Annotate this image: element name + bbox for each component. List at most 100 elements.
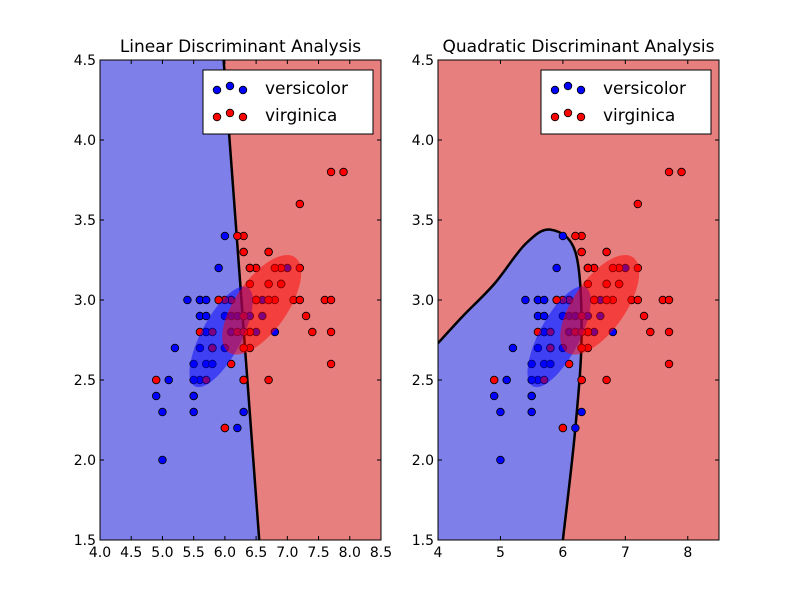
point-versicolor (539, 311, 549, 321)
x-tick-label: 6 (558, 545, 567, 561)
x-tick-label: 5.5 (183, 545, 205, 561)
y-tick-label: 4.5 (412, 53, 434, 69)
x-tick-label: 5.0 (151, 545, 173, 561)
point-virginica (264, 247, 273, 257)
point-versicolor (539, 295, 549, 305)
point-versicolor (558, 231, 568, 241)
x-tick-label: 8.5 (370, 545, 392, 561)
point-virginica (664, 359, 674, 369)
point-versicolor (220, 231, 230, 241)
x-tick-label: 8 (683, 545, 692, 561)
point-virginica (264, 375, 273, 385)
point-virginica (220, 423, 230, 433)
point-versicolor (189, 407, 198, 417)
y-tick-label: 2.5 (74, 373, 96, 389)
point-virginica (233, 231, 242, 241)
point-versicolor (189, 391, 198, 401)
legend-marker-versicolor (550, 85, 560, 95)
x-tick-label: 6.5 (245, 545, 267, 561)
x-tick-label: 7.5 (307, 545, 329, 561)
y-tick-label: 3.0 (74, 293, 96, 309)
point-versicolor (502, 375, 511, 385)
point-versicolor (170, 343, 180, 353)
y-tick-label: 4.0 (74, 133, 96, 149)
legend-marker-versicolor (225, 81, 235, 91)
point-virginica (326, 359, 336, 369)
y-tick-label: 2.0 (412, 453, 434, 469)
y-tick-label: 1.5 (412, 533, 434, 549)
legend-marker-versicolor (212, 85, 222, 95)
point-versicolor (158, 455, 167, 465)
x-tick-label: 7 (621, 545, 630, 561)
legend-marker-versicolor (238, 85, 248, 95)
chart-title: Linear Discriminant Analysis (120, 37, 361, 57)
point-virginica (602, 375, 611, 385)
legend-marker-versicolor (576, 85, 586, 95)
point-virginica (326, 327, 336, 337)
x-tick-label: 7.0 (276, 545, 298, 561)
point-virginica (633, 199, 643, 209)
legend-label-virginica: virginica (603, 106, 675, 126)
legend-marker-virginica (238, 112, 248, 122)
legend-marker-virginica (576, 112, 586, 122)
point-virginica (326, 295, 336, 305)
point-virginica (151, 375, 161, 385)
chart-panel-2: 4 5 6 7 8 1.5 2.0 2.5 3.0 3.5 4.0 4.5 Quadratic Disc… (412, 37, 720, 561)
y-tick-label: 3.5 (74, 213, 96, 229)
point-versicolor (508, 343, 518, 353)
point-virginica (295, 199, 305, 209)
point-virginica (308, 327, 317, 337)
point-virginica (571, 231, 580, 241)
y-tick-label: 2.5 (412, 373, 434, 389)
point-versicolor (201, 295, 211, 305)
y-tick-label: 3.0 (412, 293, 434, 309)
point-versicolor (521, 295, 530, 305)
point-versicolor (577, 407, 586, 417)
point-virginica (583, 263, 593, 273)
legend-marker-versicolor (563, 81, 573, 91)
point-versicolor (552, 263, 561, 273)
region-versicolor (100, 60, 260, 540)
point-virginica (677, 167, 686, 177)
point-virginica (558, 423, 568, 433)
point-versicolor (151, 391, 161, 401)
legend: versicolor virginica (540, 69, 712, 135)
y-tick-label: 4.5 (74, 53, 96, 69)
point-versicolor (527, 407, 536, 417)
chart-title: Quadratic Discriminant Analysis (443, 37, 715, 57)
x-tick-label: 4.0 (89, 545, 111, 561)
point-virginica (577, 375, 586, 385)
y-tick-label: 4.0 (412, 133, 434, 149)
point-virginica (245, 263, 255, 273)
point-versicolor (496, 455, 505, 465)
x-tick-label: 4 (434, 545, 443, 561)
legend-box (202, 69, 374, 135)
point-virginica (646, 327, 655, 337)
legend-marker-virginica (212, 112, 222, 122)
point-virginica (339, 167, 348, 177)
point-virginica (664, 295, 674, 305)
legend-label-versicolor: versicolor (265, 79, 348, 99)
y-tick-label: 2.0 (74, 453, 96, 469)
point-virginica (239, 375, 248, 385)
legend-label-virginica: virginica (265, 106, 337, 126)
x-tick-label: 5 (496, 545, 505, 561)
point-versicolor (214, 263, 223, 273)
ellipse-virginica (560, 255, 640, 355)
y-tick-label: 3.5 (412, 213, 434, 229)
point-virginica (664, 167, 674, 177)
point-versicolor (183, 295, 192, 305)
y-tick-label: 1.5 (74, 533, 96, 549)
x-tick-label: 4.5 (120, 545, 142, 561)
point-virginica (239, 247, 248, 257)
point-versicolor (239, 407, 248, 417)
point-versicolor (164, 375, 173, 385)
x-tick-label: 6.0 (214, 545, 236, 561)
point-versicolor (201, 311, 211, 321)
point-virginica (602, 247, 611, 257)
legend-marker-virginica (550, 112, 560, 122)
point-virginica (664, 327, 674, 337)
point-virginica (301, 311, 311, 321)
